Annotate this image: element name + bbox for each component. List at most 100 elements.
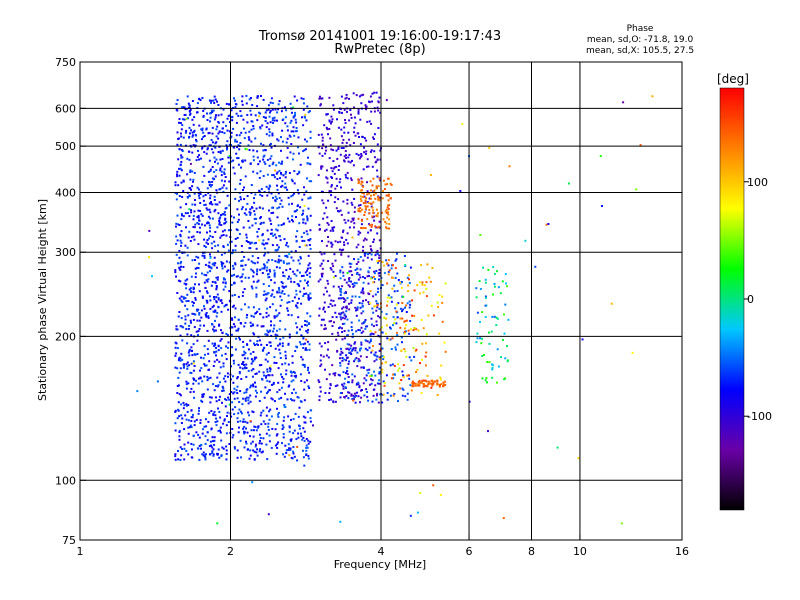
- data-point: [375, 226, 378, 229]
- data-point: [346, 347, 349, 350]
- data-point: [354, 122, 357, 125]
- data-point: [345, 238, 348, 241]
- data-point: [381, 261, 384, 264]
- data-point: [236, 392, 239, 394]
- data-point: [343, 108, 346, 111]
- data-point: [439, 384, 441, 387]
- data-point: [343, 330, 346, 332]
- data-point: [373, 133, 376, 136]
- data-point: [183, 458, 186, 461]
- data-point: [205, 274, 208, 277]
- data-point: [186, 157, 189, 160]
- data-point: [225, 424, 228, 427]
- data-point: [359, 210, 362, 213]
- data-point: [423, 379, 426, 382]
- data-point: [266, 261, 269, 264]
- data-point: [359, 189, 362, 192]
- data-point: [322, 259, 325, 262]
- data-point: [285, 269, 288, 272]
- data-point: [241, 354, 244, 357]
- data-point: [343, 241, 345, 244]
- data-point: [438, 385, 441, 388]
- data-point: [258, 239, 261, 242]
- data-point: [341, 236, 344, 239]
- data-point: [379, 149, 382, 152]
- data-point: [238, 213, 240, 216]
- data-point: [281, 442, 283, 445]
- data-point: [271, 119, 274, 122]
- data-point: [264, 162, 267, 165]
- data-point: [210, 148, 213, 151]
- data-point: [291, 194, 294, 197]
- data-point: [325, 378, 328, 381]
- data-point: [217, 448, 220, 451]
- data-point: [366, 325, 369, 328]
- data-point: [253, 358, 256, 361]
- data-point: [226, 243, 229, 246]
- data-point: [352, 164, 355, 167]
- data-point: [205, 279, 208, 282]
- data-point: [246, 314, 249, 316]
- data-point: [253, 197, 255, 200]
- data-point: [248, 211, 251, 214]
- data-point: [387, 270, 390, 273]
- data-point: [268, 115, 271, 118]
- data-point: [268, 131, 271, 134]
- data-point: [184, 322, 187, 325]
- data-point: [491, 364, 494, 367]
- data-point: [235, 134, 238, 137]
- data-point: [202, 131, 205, 134]
- data-point: [366, 218, 369, 221]
- data-point: [299, 328, 301, 331]
- data-point: [194, 297, 197, 299]
- data-point: [379, 393, 382, 396]
- data-point: [395, 331, 398, 334]
- data-point: [346, 110, 348, 113]
- data-point: [375, 398, 378, 401]
- data-point: [355, 383, 358, 386]
- data-point: [251, 206, 254, 209]
- data-point: [400, 281, 403, 283]
- data-point: [216, 293, 219, 296]
- data-point: [283, 293, 286, 295]
- data-point: [295, 130, 298, 133]
- data-point: [210, 201, 212, 204]
- data-point: [303, 464, 306, 467]
- data-point: [299, 343, 302, 346]
- data-point: [266, 307, 269, 310]
- data-point: [203, 454, 206, 457]
- data-point: [363, 254, 366, 257]
- data-point: [256, 270, 259, 273]
- data-point: [350, 299, 353, 302]
- data-point: [324, 152, 327, 155]
- data-point: [610, 302, 613, 305]
- data-point: [174, 410, 177, 413]
- data-point: [424, 342, 427, 345]
- data-point: [224, 405, 227, 408]
- data-point: [308, 387, 311, 389]
- data-point: [307, 454, 310, 457]
- data-point: [330, 120, 333, 123]
- data-point: [223, 173, 226, 175]
- data-point: [281, 129, 284, 132]
- data-point: [322, 355, 325, 358]
- data-point: [346, 343, 349, 346]
- data-point: [347, 255, 350, 258]
- data-point: [185, 117, 188, 120]
- data-point: [342, 102, 345, 105]
- data-point: [339, 153, 342, 156]
- data-point: [186, 278, 189, 281]
- data-point: [204, 353, 206, 356]
- data-point: [348, 360, 350, 363]
- data-point: [260, 325, 263, 328]
- data-point: [267, 374, 270, 377]
- data-point: [331, 262, 334, 265]
- data-point: [370, 374, 373, 377]
- data-point: [178, 167, 180, 170]
- data-point: [231, 436, 234, 439]
- data-point: [581, 338, 584, 341]
- data-point: [355, 330, 358, 333]
- data-point: [221, 127, 224, 130]
- data-point: [484, 296, 487, 299]
- data-point: [348, 97, 350, 100]
